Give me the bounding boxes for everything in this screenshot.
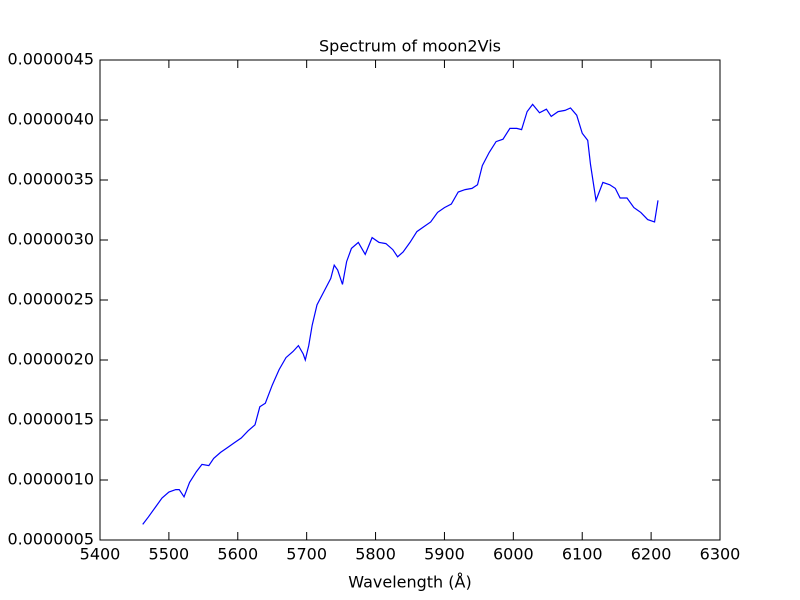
y-tick-label: 0.0000020: [7, 350, 94, 369]
y-tick-label: 0.0000005: [7, 530, 94, 549]
x-tick-label: 6100: [562, 545, 603, 564]
y-tick-label: 0.0000045: [7, 50, 94, 69]
x-tick-label: 5400: [80, 545, 121, 564]
data-line: [142, 103, 659, 525]
y-tick-label: 0.0000025: [7, 290, 94, 309]
x-tick-label: 5600: [217, 545, 258, 564]
x-tick-label: 5500: [149, 545, 190, 564]
x-tick-label: 5700: [286, 545, 327, 564]
x-tick-label: 6000: [493, 545, 534, 564]
y-tick-label: 0.0000035: [7, 170, 94, 189]
y-tick-label: 0.0000015: [7, 410, 94, 429]
x-tick-label: 6200: [631, 545, 672, 564]
x-axis-label: Wavelength (Å): [348, 573, 471, 592]
chart-title: Spectrum of moon2Vis: [319, 37, 501, 56]
x-tick-label: 5800: [355, 545, 396, 564]
x-tick-label: 5900: [424, 545, 465, 564]
y-tick-label: 0.0000030: [7, 230, 94, 249]
y-tick-label: 0.0000010: [7, 470, 94, 489]
x-tick-label: 6300: [700, 545, 741, 564]
y-tick-label: 0.0000040: [7, 110, 94, 129]
